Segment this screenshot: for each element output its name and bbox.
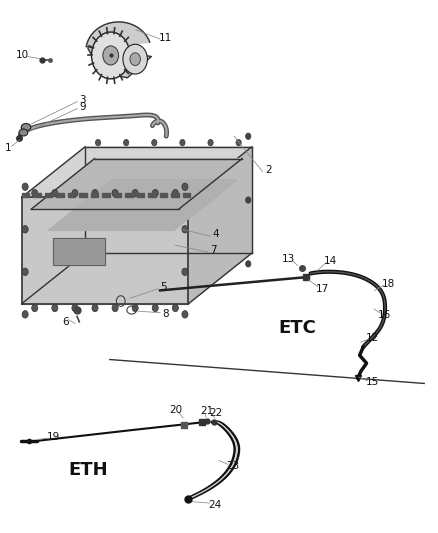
Polygon shape (125, 193, 133, 197)
Polygon shape (160, 193, 167, 197)
Text: 17: 17 (315, 285, 328, 294)
Circle shape (246, 197, 251, 203)
Text: 21: 21 (201, 406, 214, 416)
Polygon shape (56, 193, 64, 197)
Circle shape (132, 189, 138, 197)
Polygon shape (31, 159, 242, 209)
Circle shape (92, 304, 98, 312)
Ellipse shape (21, 124, 31, 131)
Polygon shape (53, 238, 106, 265)
Circle shape (32, 304, 38, 312)
Polygon shape (86, 22, 151, 78)
Circle shape (152, 189, 158, 197)
Polygon shape (49, 180, 237, 230)
Polygon shape (148, 193, 155, 197)
Circle shape (52, 189, 58, 197)
Circle shape (72, 304, 78, 312)
Circle shape (208, 140, 213, 146)
Text: 24: 24 (208, 499, 221, 510)
Polygon shape (21, 147, 252, 197)
Circle shape (123, 44, 148, 74)
Text: 13: 13 (282, 254, 296, 263)
Polygon shape (45, 193, 52, 197)
Polygon shape (33, 193, 41, 197)
Polygon shape (21, 193, 29, 197)
Text: 14: 14 (324, 256, 337, 265)
Circle shape (112, 304, 118, 312)
Circle shape (92, 189, 98, 197)
Circle shape (112, 189, 118, 197)
Text: 10: 10 (16, 51, 29, 60)
Circle shape (132, 304, 138, 312)
Circle shape (22, 225, 28, 233)
Polygon shape (137, 193, 144, 197)
Text: 23: 23 (226, 462, 239, 471)
Circle shape (124, 140, 129, 146)
Circle shape (180, 140, 185, 146)
Circle shape (152, 304, 158, 312)
Text: 20: 20 (169, 405, 182, 415)
Circle shape (182, 225, 188, 233)
Circle shape (22, 311, 28, 318)
Polygon shape (188, 147, 252, 304)
Circle shape (182, 311, 188, 318)
Polygon shape (49, 180, 237, 230)
Polygon shape (114, 193, 121, 197)
Text: 8: 8 (162, 309, 169, 319)
Text: 22: 22 (209, 408, 222, 418)
Text: 7: 7 (210, 245, 217, 255)
Circle shape (172, 189, 178, 197)
Circle shape (182, 268, 188, 276)
Polygon shape (79, 193, 87, 197)
Text: 1: 1 (5, 143, 12, 154)
Text: ETC: ETC (279, 319, 317, 337)
Text: 6: 6 (62, 317, 69, 327)
Circle shape (130, 53, 141, 66)
Circle shape (246, 133, 251, 140)
Text: 19: 19 (46, 432, 60, 442)
Text: 11: 11 (159, 33, 173, 43)
Text: 5: 5 (161, 282, 167, 292)
Polygon shape (85, 147, 252, 253)
Circle shape (22, 268, 28, 276)
Circle shape (95, 140, 101, 146)
Text: 9: 9 (79, 102, 86, 112)
Polygon shape (21, 197, 188, 304)
Circle shape (172, 304, 178, 312)
Text: 15: 15 (366, 377, 379, 387)
Text: 12: 12 (366, 333, 379, 343)
Polygon shape (67, 193, 75, 197)
Text: 4: 4 (212, 229, 219, 239)
Text: ETH: ETH (68, 461, 108, 479)
Circle shape (152, 140, 157, 146)
Text: 3: 3 (79, 95, 86, 105)
Circle shape (182, 183, 188, 190)
Text: 18: 18 (382, 279, 395, 289)
Text: 16: 16 (378, 310, 391, 320)
Circle shape (32, 189, 38, 197)
Polygon shape (91, 193, 98, 197)
Polygon shape (183, 193, 190, 197)
Circle shape (246, 261, 251, 267)
Polygon shape (171, 193, 179, 197)
Circle shape (103, 46, 119, 65)
Ellipse shape (19, 129, 28, 136)
Circle shape (236, 140, 241, 146)
Circle shape (92, 32, 130, 79)
Circle shape (72, 189, 78, 197)
Text: 2: 2 (265, 165, 272, 175)
Circle shape (52, 304, 58, 312)
Circle shape (22, 183, 28, 190)
Polygon shape (102, 193, 110, 197)
